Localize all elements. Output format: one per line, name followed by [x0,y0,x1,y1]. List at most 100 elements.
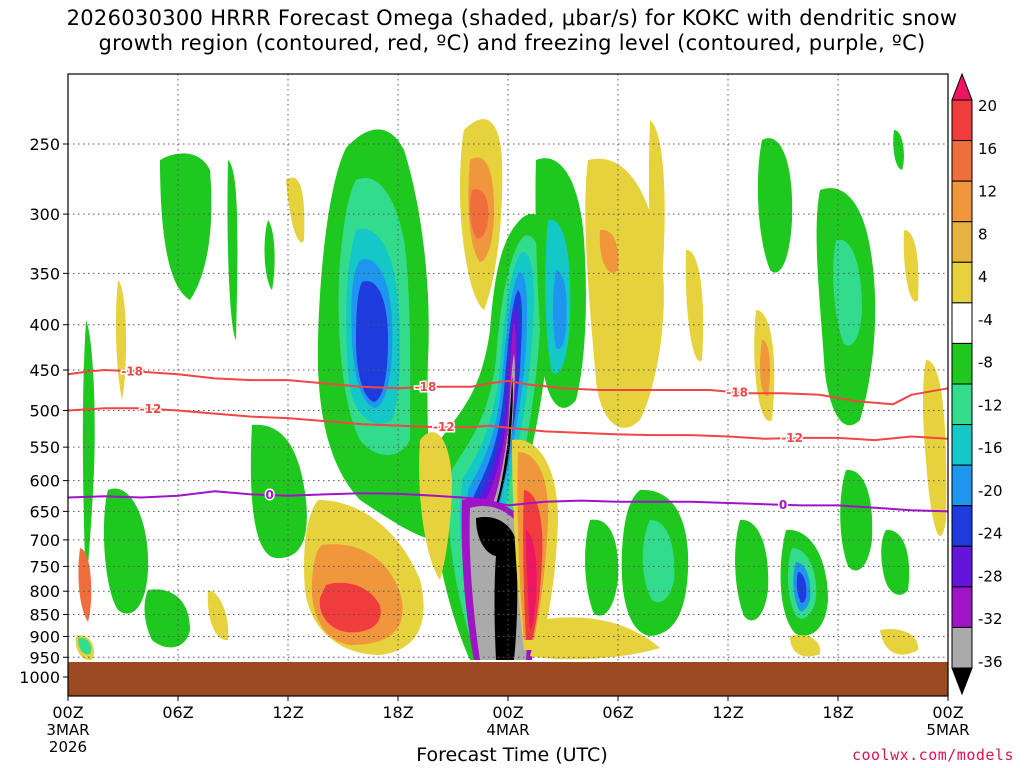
x-tick-label-12: 12Z [272,703,303,722]
y-tick-label-700: 700 [29,531,60,550]
contour-label-dendritic_upper-0: -18 [121,364,143,378]
y-tick-label-300: 300 [29,205,60,224]
omega-area-black-lower-core [476,516,518,660]
omega-area-pink-east [526,530,537,630]
omega-area-green-lower-far-right [840,469,873,571]
colorbar-label-11: -28 [978,567,1003,585]
colorbar-segment-1 [951,99,973,142]
colorbar-label-8: -16 [978,439,1003,457]
omega-area-red-lowlevel [319,582,381,633]
omega-area-yellow-surface-east [530,617,660,660]
x-tick-label-0: 00Z [52,703,83,722]
omega-area-yellow-surface-east-c [880,628,919,655]
y-tick-label-400: 400 [29,316,60,335]
colorbar-segment-13 [951,586,973,628]
omega-area-green-21z-top [893,130,904,170]
colorbar-label-1: 16 [978,140,997,158]
contour-freezing [67,490,949,513]
y-tick-label-950: 950 [29,648,60,667]
y-tick-label-850: 850 [29,606,60,625]
contour-dendritic_lower [67,407,949,442]
contour-label-dendritic_upper-1: -18 [415,380,437,394]
x-tick-label-48: 00Z [932,703,963,722]
x-year-label-0: 2026 [49,738,87,756]
y-tick-label-750: 750 [29,557,60,576]
x-tick-label-24: 00Z [492,703,523,722]
x-date-label-48: 5MAR [926,721,969,739]
y-tick-label-900: 900 [29,627,60,646]
omega-area-teal-surface-left [78,637,92,655]
colorbar-segment-9 [951,424,973,466]
omega-area-green-lower-east-c [735,519,769,621]
colorbar-label-13: -36 [978,653,1003,671]
colorbar-bottom-arrow [951,667,973,696]
colorbar: 20 16 12 8 4 -4 -8 -12 -16 -20 -24 -28 -32 -36 [951,72,1003,696]
omega-area-yellow-broad-b [648,120,665,284]
omega-area-green-upper-c [264,220,275,290]
contour-label-freezing-1: 0 [779,498,787,512]
omega-area-orange-right-b [760,340,770,397]
chart-title-line2: growth region (contoured, red, ºC) and f… [98,31,926,55]
y-tick-label-350: 350 [29,264,60,283]
omega-area-yellow-upper [286,177,305,243]
colorbar-label-3: 8 [978,225,988,243]
omega-shading [75,119,947,661]
colorbar-segment-6 [951,302,973,344]
y-tick-label-250: 250 [29,135,60,154]
colorbar-label-4: 4 [978,268,988,286]
ground-surface [68,662,948,696]
omega-area-green-lower-left-b [144,589,190,648]
colorbar-segment-11 [951,505,973,547]
y-tick-label-600: 600 [29,472,60,491]
colorbar-top-arrow [951,72,973,101]
y-tick-label-650: 650 [29,502,60,521]
omega-area-green-lower-far-right-b [881,529,910,595]
omega-area-green-18z-upper [757,138,793,273]
x-tick-label-18: 18Z [382,703,413,722]
colorbar-label-2: 12 [978,183,997,201]
colorbar-label-5: -4 [978,311,993,329]
y-tick-label-1000: 1000 [19,668,60,687]
omega-area-green-upper-a [160,153,212,300]
y-tick-label-450: 450 [29,361,60,380]
colorbar-segment-2 [951,140,973,182]
y-tick-label-500: 500 [29,402,60,421]
x-tick-label-30: 06Z [602,703,633,722]
y-tick-label-550: 550 [29,438,60,457]
colorbar-label-0: 20 [978,97,997,115]
omega-area-green-03z [103,488,149,614]
omega-area-yellow-surface-east-b [790,634,821,657]
omega-area-yellow-edge-right [923,360,947,537]
y-tick-label-800: 800 [29,582,60,601]
omega-area-orange-broad [599,229,619,273]
colorbar-segment-7 [951,342,973,385]
contour-label-freezing-0: 0 [265,488,273,502]
colorbar-segment-14 [951,626,973,669]
colorbar-segment-5 [951,261,973,304]
omega-area-yellow-left-plume [419,432,452,580]
x-date-label-24: 4MAR [486,721,529,739]
omega-area-black-upper-plume [494,376,513,510]
contour-label-dendritic_lower-0: -12 [140,402,162,416]
credit-link[interactable]: coolwx.com/models [851,746,1014,764]
colorbar-label-12: -32 [978,610,1003,628]
colorbar-segment-3 [951,180,973,223]
omega-area-green-left-edge [82,320,95,600]
omega-area-green-12z [250,424,307,559]
contour-label-dendritic_lower-1: -12 [433,420,455,434]
grid-lines [68,74,948,662]
contour-label-dendritic_lower-2: -12 [781,431,803,445]
omega-area-yellow-right-column [685,249,704,362]
colorbar-label-6: -8 [978,354,993,372]
x-tick-label-6: 06Z [162,703,193,722]
x-axis-label: Forecast Time (UTC) [416,744,608,766]
omega-area-yellow-small-left [207,590,229,641]
colorbar-label-10: -24 [978,525,1003,543]
omega-area-darkblue-lower-east-d [796,572,807,603]
omega-area-yellow-far-right [903,230,919,302]
colorbar-segment-12 [951,545,973,588]
colorbar-segment-10 [951,464,973,507]
contour-dendritic_upper [67,368,949,406]
omega-area-green-upper-b [227,160,238,340]
